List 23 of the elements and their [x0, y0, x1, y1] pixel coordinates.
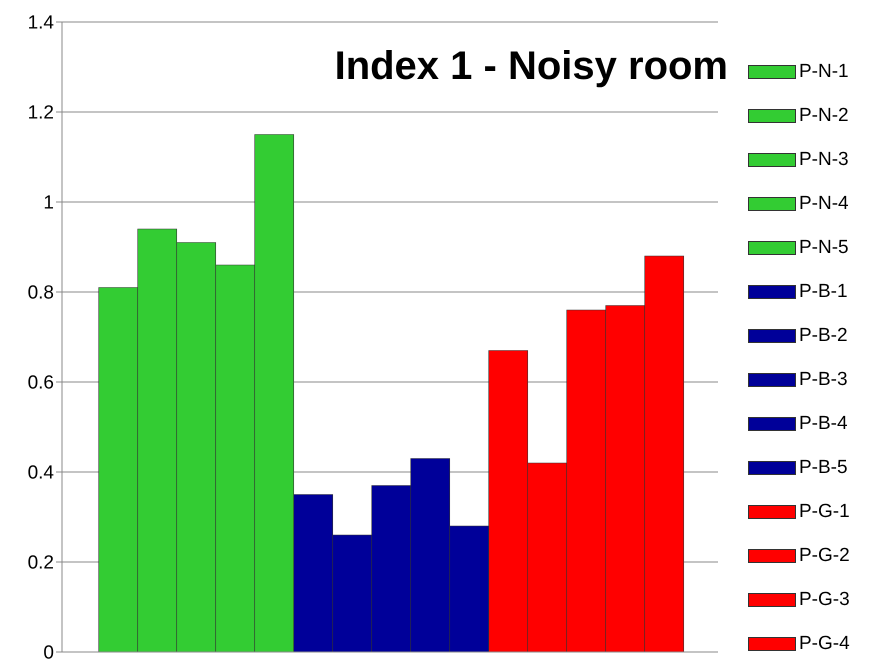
y-tick-label: 0: [43, 642, 54, 659]
legend-label: P-G-2: [799, 545, 850, 567]
text: Index 1 - Noisy room: [334, 44, 728, 89]
y-tick-label: 0.2: [28, 552, 54, 574]
legend-label: P-G-3: [799, 589, 850, 611]
legend-label: P-B-4: [799, 413, 848, 435]
legend-label: P-N-2: [799, 105, 849, 127]
legend-label: P-B-5: [799, 457, 848, 479]
y-tick-label: 1.4: [28, 12, 54, 34]
legend-label: P-N-1: [799, 61, 849, 83]
legend-label: P-N-5: [799, 237, 849, 259]
legend-label: P-N-4: [799, 193, 849, 215]
legend-label: P-G-4: [799, 633, 850, 655]
legend-label: P-B-1: [799, 281, 848, 303]
y-tick-label: 1.2: [28, 102, 54, 124]
y-tick-label: 0.4: [28, 462, 54, 484]
y-tick-label: 1: [43, 192, 54, 214]
legend-label: P-B-3: [799, 369, 848, 391]
legend-label: P-G-1: [799, 501, 850, 523]
legend-label: P-B-2: [799, 325, 848, 347]
y-tick-label: 0.6: [28, 372, 54, 394]
y-tick-label: 0.8: [28, 282, 54, 304]
legend-label: P-N-3: [799, 149, 849, 171]
